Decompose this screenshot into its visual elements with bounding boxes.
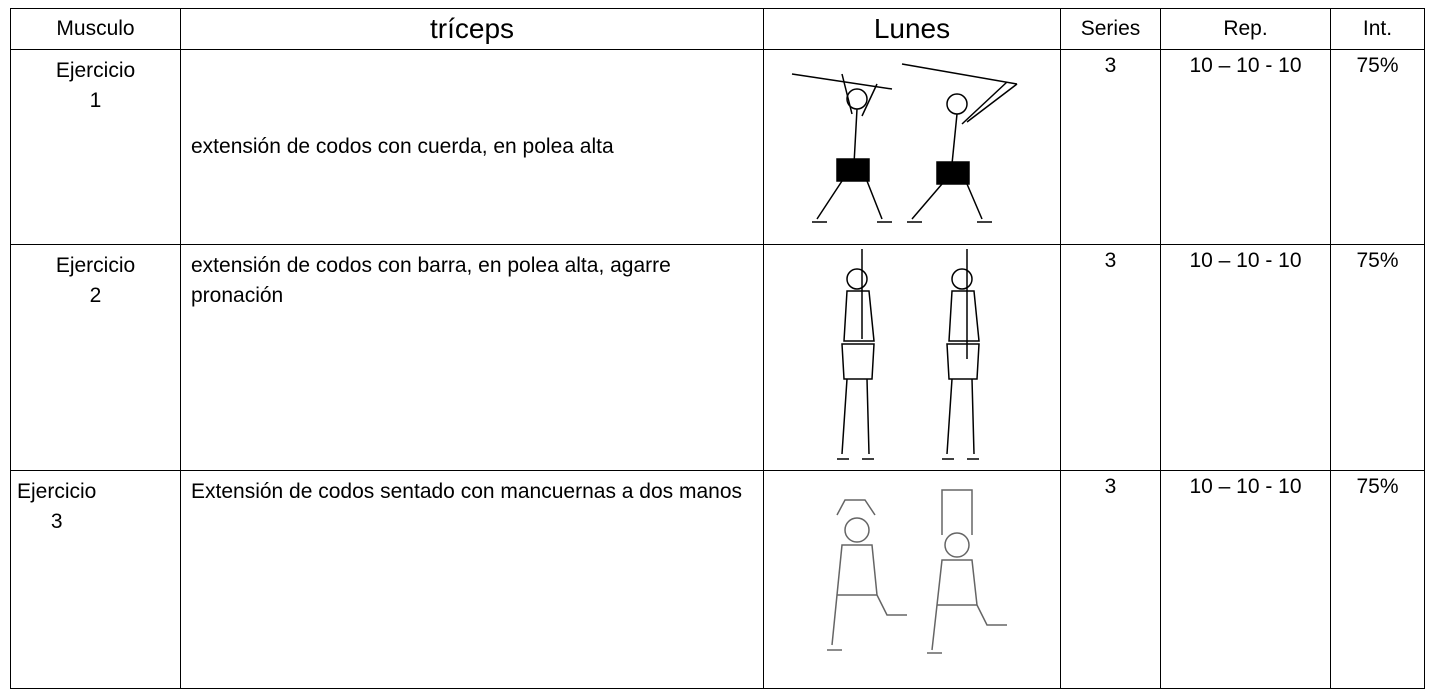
series-cell: 3	[1060, 470, 1161, 689]
header-cell: Musculo	[10, 8, 181, 50]
workout-table: Musculo tríceps Lunes Series Rep. Int. E…	[10, 8, 1425, 689]
row: Ejercicio 1 extensión de codos con cuerd…	[10, 49, 1425, 245]
exercise-illustration	[827, 489, 1007, 654]
header-row: Musculo tríceps Lunes Series Rep. Int.	[10, 8, 1425, 50]
header-cell: tríceps	[180, 8, 764, 50]
row: Ejercicio 2 extensión de codos con barra…	[10, 244, 1425, 471]
header-cell: Int.	[1330, 8, 1425, 50]
rep-cell: 10 – 10 - 10	[1160, 244, 1331, 471]
header-cell: Rep.	[1160, 8, 1331, 50]
exercise-illustration	[837, 249, 980, 460]
exercise-label: Ejercicio 3	[17, 480, 97, 533]
image-cell	[763, 244, 1061, 471]
series-cell: 3	[1060, 244, 1161, 471]
header-cell: Series	[1060, 8, 1161, 50]
exercise-label: Ejercicio 2	[55, 254, 136, 307]
exercise-illustration	[791, 63, 1018, 223]
exercise-cell: extensión de codos con barra, en polea a…	[180, 244, 764, 471]
exercise-cell: Extensión de codos sentado con mancuerna…	[180, 470, 764, 689]
image-cell	[763, 49, 1061, 245]
header-cell: Lunes	[763, 8, 1061, 50]
label-cell: Ejercicio 2	[10, 244, 181, 471]
image-cell	[763, 470, 1061, 689]
int-cell: 75%	[1330, 244, 1425, 471]
rep-cell: 10 – 10 - 10	[1160, 49, 1331, 245]
exercise-cell: extensión de codos con cuerda, en polea …	[180, 49, 764, 245]
row: Ejercicio 3 Extensión de codos sentado c…	[10, 470, 1425, 689]
int-cell: 75%	[1330, 470, 1425, 689]
rep-cell: 10 – 10 - 10	[1160, 470, 1331, 689]
exercise-label: Ejercicio 1	[55, 59, 136, 112]
label-cell: Ejercicio 3	[10, 470, 181, 689]
int-cell: 75%	[1330, 49, 1425, 245]
series-cell: 3	[1060, 49, 1161, 245]
label-cell: Ejercicio 1	[10, 49, 181, 245]
